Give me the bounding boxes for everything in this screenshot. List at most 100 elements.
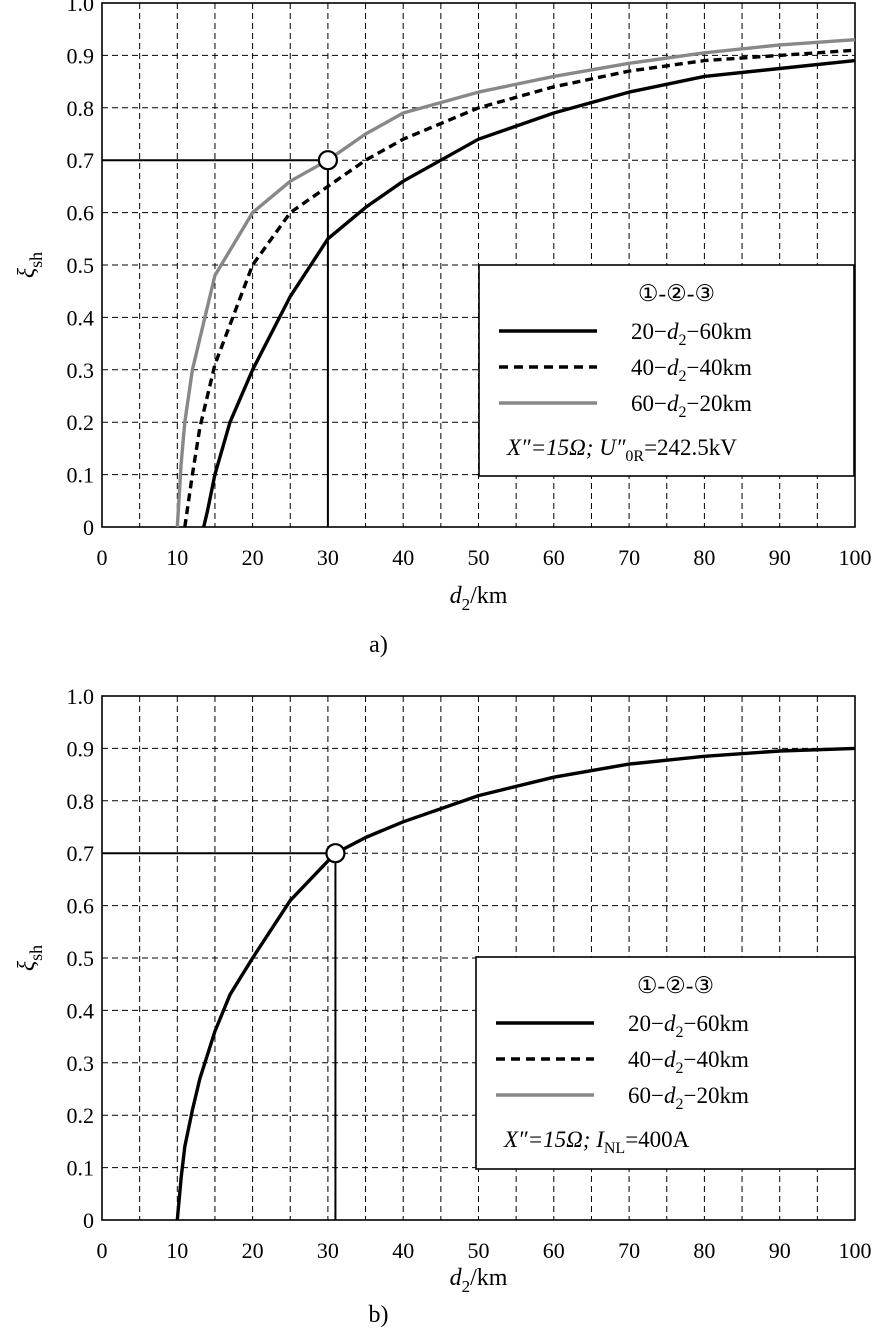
y-axis-label-var: ξ [14,267,40,278]
y-axis-label: ξsh [14,945,46,971]
legend-entry-suffix: −60km [683,1011,748,1036]
x-tick-label: 0 [97,545,108,570]
legend-note-part: X″=15Ω; [506,435,599,460]
legend-note: X″=15Ω; INL=400A [503,1127,690,1157]
y-tick-label: 0.2 [67,410,95,435]
legend-entry-suffix: −40km [683,1047,748,1072]
x-tick-label: 70 [618,545,640,570]
series-line [202,58,856,528]
x-tick-label: 90 [769,1238,791,1263]
legend-entry-suffix: −20km [683,1083,748,1108]
legend-note-sub: NL [604,1140,625,1157]
x-tick-label: 70 [618,1238,640,1263]
legend-entry-sub: 2 [678,332,686,349]
x-axis-label: d2/km [450,1265,508,1296]
y-tick-label: 0.5 [67,946,95,971]
intersection-marker [317,150,338,171]
x-tick-label: 80 [693,545,715,570]
legend-entry-prefix: 40− [631,355,667,380]
legend-entry-var: d [664,1083,676,1108]
x-tick-label: 100 [839,1238,872,1263]
y-tick-label: 0.8 [67,96,95,121]
legend-entry-sub: 2 [675,1024,683,1041]
intersection-marker [325,843,346,864]
x-tick-label: 50 [468,1238,490,1263]
y-tick-label: 0.9 [67,43,95,68]
legend-entry-var: d [667,319,679,344]
y-tick-label: 1.0 [67,0,95,16]
y-tick-label: 0.7 [67,148,95,173]
x-axis-label-var: d [450,583,463,609]
x-axis-label-unit: /km [470,1265,508,1291]
legend-entry-prefix: 60− [628,1083,664,1108]
legend-entry-label: 40−d2−40km [628,1047,749,1077]
legend-entry-label: 20−d2−60km [628,1011,749,1041]
legend-entry-var: d [664,1047,676,1072]
y-axis-label: ξsh [14,252,46,278]
series-line [183,48,856,528]
y-tick-label: 0.1 [67,1156,95,1181]
legend-entry-sub: 2 [678,404,686,421]
chart-panel-b: 0 10 20 30 40 50 60 70 80 90 100 0 0.1 0.2 0.3 0.4 0.5 0.… [14,684,872,1328]
legend-entry-var: d [664,1011,676,1036]
legend-note-value: =400A [625,1127,689,1152]
legend-note-sub: 0R [625,448,644,465]
x-axis-label-var: d [450,1265,463,1291]
x-axis-label-sub: 2 [462,1277,471,1296]
legend-entry-var: d [667,391,679,416]
y-tick-label: 0.4 [67,998,95,1023]
legend-note-part: X″=15Ω; [503,1127,596,1152]
y-tick-label: 0.9 [67,736,95,761]
legend-note-value: =242.5kV [644,435,737,460]
legend-entry-prefix: 20− [631,319,667,344]
y-axis-label-sub: sh [26,252,46,268]
legend: ①-②-③20−d2−60km40−d2−40km60−d2−20kmX″=15… [475,956,856,1170]
y-axis-label-var: ξ [14,960,40,971]
series-line [175,38,856,528]
y-tick-label: 0.3 [67,1051,95,1076]
x-tick-label: 90 [769,545,791,570]
legend-entry-label: 40−d2−40km [631,355,752,385]
y-tick-label: 0.7 [67,841,95,866]
y-tick-label: 1.0 [67,684,95,709]
y-tick-label: 0.4 [67,305,95,330]
x-tick-label: 50 [468,545,490,570]
legend-box [475,956,856,1170]
y-tick-label: 0.6 [67,894,95,919]
legend-entry-prefix: 60− [631,391,667,416]
legend: ①-②-③20−d2−60km40−d2−40km60−d2−20kmX″=15… [478,264,855,477]
y-tick-label: 0.3 [67,358,95,383]
x-tick-label: 10 [166,545,188,570]
panel-caption: b) [369,1302,389,1328]
x-axis-label-sub: 2 [462,595,471,614]
legend-entry-label: 20−d2−60km [631,319,752,349]
legend-entry-var: d [667,355,679,380]
x-tick-label: 30 [317,1238,339,1263]
y-axis-label-sub: sh [26,945,46,961]
x-tick-label: 0 [97,1238,108,1263]
x-tick-label: 60 [543,1238,565,1263]
legend-note-var: U″ [599,435,626,460]
x-tick-label: 40 [392,545,414,570]
legend-note-var: I [595,1127,605,1152]
x-tick-label: 30 [317,545,339,570]
chart-panel-a: 0 10 20 30 40 50 60 70 80 90 100 0 0.1 0.2 0.3 0.4 0.5 0.… [14,0,872,658]
legend-title: ①-②-③ [637,973,714,998]
x-axis-label: d2/km [450,583,508,614]
panel-caption: a) [369,632,388,658]
x-tick-label: 60 [543,545,565,570]
legend-title: ①-②-③ [638,281,715,306]
y-tick-label: 0.1 [67,463,95,488]
legend-entry-label: 60−d2−20km [631,391,752,421]
legend-entry-suffix: −40km [686,355,751,380]
y-tick-label: 0.5 [67,253,95,278]
y-tick-label: 0 [83,515,94,540]
legend-entry-sub: 2 [675,1060,683,1077]
x-tick-label: 20 [242,545,264,570]
legend-entry-suffix: −60km [686,319,751,344]
y-tick-label: 0 [83,1208,94,1233]
legend-box [478,264,855,477]
legend-entry-prefix: 40− [628,1047,664,1072]
x-tick-label: 80 [693,1238,715,1263]
